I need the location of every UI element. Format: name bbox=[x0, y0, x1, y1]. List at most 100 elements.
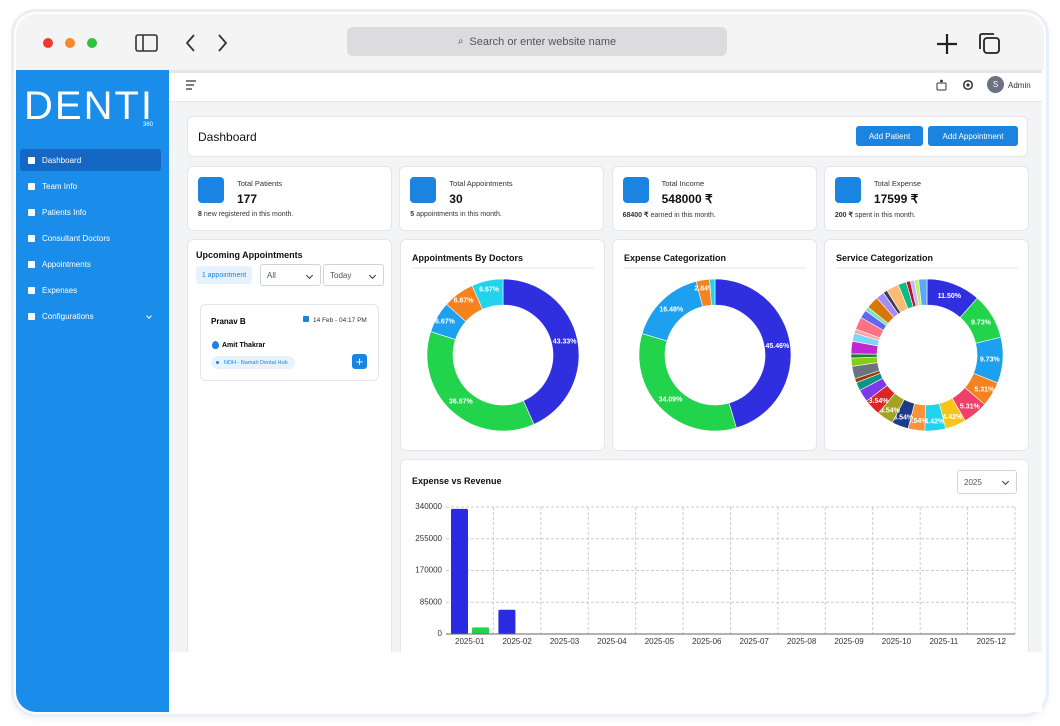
logo[interactable]: DENTI bbox=[24, 84, 154, 128]
donut-slice bbox=[918, 278, 928, 306]
slice-label: 6.67% bbox=[479, 286, 500, 293]
chart-title: Appointments By Doctors bbox=[412, 253, 523, 263]
x-tick-label: 2025-09 bbox=[834, 637, 864, 646]
menu-icon bbox=[28, 260, 35, 268]
slice-label: 34.09% bbox=[659, 396, 684, 403]
x-tick-label: 2025-08 bbox=[787, 637, 817, 646]
clinic-tag: NDH - Namah Dental Hub bbox=[211, 356, 295, 369]
menu-label: Team Info bbox=[42, 181, 78, 191]
stat-note: 200 ₹ spent in this month. bbox=[835, 211, 916, 219]
donut-slice bbox=[638, 333, 737, 432]
slice-label: 3.54% bbox=[880, 408, 901, 415]
stat-value: 30 bbox=[449, 192, 463, 206]
add-patient-button[interactable]: Add Patient bbox=[856, 126, 923, 146]
stat-label: Total Patients bbox=[237, 179, 283, 188]
stat-icon bbox=[410, 177, 437, 203]
appointment-count: 1 appointment bbox=[196, 266, 252, 284]
slice-label: 3.54% bbox=[908, 418, 929, 425]
close-dot[interactable] bbox=[43, 38, 53, 48]
sidebar-item[interactable]: Expenses bbox=[20, 279, 161, 301]
chart-card: Expense vs Revenue 0 85000 170000 255000 3400… bbox=[400, 459, 1029, 659]
stat-note: 68400 ₹ earned in this month. bbox=[623, 211, 716, 219]
donut-chart: Service Categorization 11.50% 9.73% 9.73% 5.… bbox=[836, 253, 1018, 432]
y-tick-label: 0 bbox=[438, 629, 443, 638]
sidebar-item[interactable]: Configurations bbox=[20, 305, 161, 327]
stat-note: 5 appointments in this month. bbox=[410, 211, 502, 218]
chart-card: Appointments By Doctors 43.33% 36.67% 6.67%… bbox=[400, 239, 605, 451]
stat-card bbox=[611, 166, 817, 231]
y-tick-label: 340000 bbox=[415, 502, 442, 511]
donut-slice bbox=[709, 278, 716, 306]
calendar-icon bbox=[303, 316, 309, 322]
user-name[interactable]: Admin bbox=[1008, 81, 1031, 90]
y-tick-label: 255000 bbox=[415, 534, 442, 543]
add-button[interactable]: + bbox=[352, 354, 367, 369]
doctor-name: Amit Thakrar bbox=[222, 342, 266, 349]
note-text: new registered in this month. bbox=[203, 211, 294, 218]
chart-title: Expense Categorization bbox=[624, 253, 726, 263]
nav-icons[interactable] bbox=[130, 30, 240, 56]
topbar bbox=[169, 70, 1042, 102]
menu-label: Appointments bbox=[42, 259, 91, 269]
x-tick-label: 2025-04 bbox=[597, 637, 627, 646]
bar bbox=[451, 508, 468, 634]
stat-label: Total Appointments bbox=[449, 179, 513, 188]
x-tick-label: 2025-12 bbox=[977, 637, 1007, 646]
sidebar bbox=[16, 70, 169, 712]
x-tick-label: 2025-05 bbox=[645, 637, 675, 646]
clinic-dot bbox=[216, 361, 219, 364]
stat-value: 548000 ₹ bbox=[661, 192, 713, 206]
bar bbox=[498, 609, 516, 634]
slice-label: 4.42% bbox=[942, 414, 963, 421]
donut-slice bbox=[471, 278, 504, 310]
menu-label: Dashboard bbox=[42, 155, 82, 165]
chart-card: Expense Categorization 45.46% 34.09% 16.48%… bbox=[612, 239, 817, 451]
sidebar-item[interactable]: Patients Info bbox=[20, 201, 161, 223]
sidebar-item[interactable]: Consultant Doctors bbox=[20, 227, 161, 249]
browser-actions[interactable] bbox=[930, 30, 1010, 58]
year-filter[interactable]: 2025 bbox=[957, 470, 1017, 494]
menu-icon[interactable] bbox=[184, 78, 198, 92]
filter-value: 2025 bbox=[964, 477, 982, 487]
stat-value: 17599 ₹ bbox=[873, 192, 919, 206]
sidebar-item[interactable]: Appointments bbox=[20, 253, 161, 275]
menu-label: Consultant Doctors bbox=[42, 233, 111, 243]
slice-label: 5.31% bbox=[974, 386, 995, 393]
bar bbox=[472, 627, 489, 634]
stat-note: 8 new registered in this month. bbox=[198, 211, 293, 218]
clinic-name: NDH - Namah Dental Hub bbox=[224, 359, 288, 366]
slice-label: 5.31% bbox=[960, 403, 981, 410]
search-icon: ⌕ bbox=[457, 36, 464, 47]
stat-icon bbox=[622, 177, 649, 203]
menu-label: Patients Info bbox=[42, 207, 87, 217]
topbar-icons[interactable] bbox=[934, 78, 978, 92]
maximize-dot[interactable] bbox=[87, 38, 97, 48]
address-bar[interactable]: ⌕ Search or enter website name bbox=[347, 27, 727, 56]
sidebar-item[interactable]: Team Info bbox=[20, 175, 161, 197]
add-appointment-button[interactable]: Add Appointment bbox=[928, 126, 1018, 146]
slice-label: 6.67% bbox=[435, 318, 456, 325]
menu-icon bbox=[28, 234, 35, 242]
bar-chart: Expense vs Revenue 0 85000 170000 255000 3400… bbox=[412, 476, 1016, 646]
donut-slice bbox=[426, 331, 535, 432]
slice-label: 2.84% bbox=[694, 286, 715, 293]
note-text: appointments in this month. bbox=[416, 211, 502, 218]
avatar[interactable]: S bbox=[987, 76, 1004, 93]
slice-label: 45.46% bbox=[765, 343, 790, 350]
date-filter[interactable]: Today bbox=[323, 264, 384, 286]
sidebar-item[interactable]: Dashboard bbox=[20, 149, 161, 171]
y-tick-label: 85000 bbox=[420, 597, 443, 606]
slice-label: 43.33% bbox=[553, 339, 578, 346]
filter-value: All bbox=[267, 270, 276, 280]
stat-label: Total Income bbox=[661, 179, 705, 188]
address-placeholder: Search or enter website name bbox=[469, 35, 617, 48]
minimize-dot[interactable] bbox=[65, 38, 75, 48]
chart-card: Service Categorization 11.50% 9.73% 9.73% 5.… bbox=[824, 239, 1029, 451]
status-filter[interactable]: All bbox=[260, 264, 321, 286]
donut-slice bbox=[502, 278, 580, 425]
donut-slice bbox=[714, 278, 792, 429]
slice-label: 9.73% bbox=[971, 319, 992, 326]
x-tick-label: 2025-11 bbox=[929, 637, 958, 646]
slice-label: 3.54% bbox=[893, 414, 914, 421]
